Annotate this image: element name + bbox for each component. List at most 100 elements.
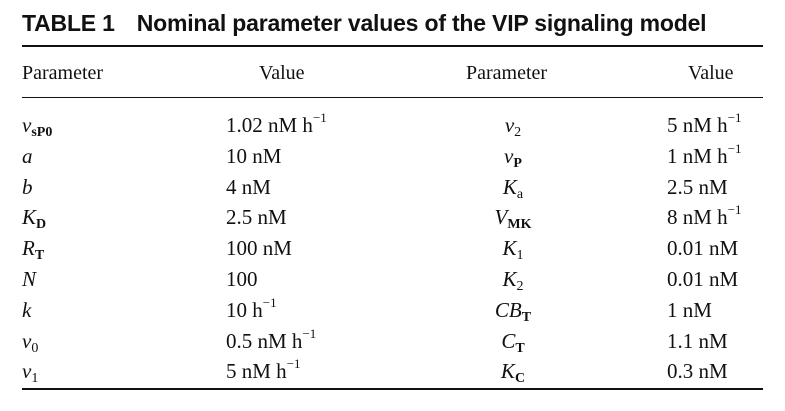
table-cell-value-a: 1.02 nM h−1: [226, 110, 327, 137]
parameter-symbol: CT: [501, 328, 525, 356]
table-cell-value-a: 0.5 nM h−1: [226, 325, 317, 353]
table-cell-value-b: 1 nM h−1: [667, 140, 742, 168]
parameter-subscript: 0: [31, 340, 39, 356]
table-cell-param-b: vP: [504, 143, 522, 171]
parameter-value: 10 nM: [226, 143, 282, 168]
parameter-value: 2.5 nM: [226, 205, 287, 230]
parameter-symbol: a: [22, 143, 33, 168]
unit-exponent: −1: [302, 325, 317, 341]
table-cell-value-b: 1.1 nM: [667, 329, 728, 353]
parameter-symbol: Ka: [502, 174, 524, 202]
column-header-value-1: Value: [259, 62, 305, 84]
table-cell-param-a: k: [22, 298, 31, 322]
table-cell-param-a: RT: [22, 236, 45, 264]
unit-exponent: −1: [286, 356, 301, 372]
parameter-symbol: v2: [504, 113, 522, 140]
table-cell-value-a: 10 nM: [226, 144, 281, 168]
column-header-parameter-1: Parameter: [22, 62, 104, 84]
parameter-value: 5 nM h−1: [667, 110, 742, 137]
parameter-symbol: N: [22, 267, 37, 291]
table-cell-param-a: v1: [22, 359, 39, 387]
unit-exponent: −1: [727, 140, 742, 156]
parameter-value: 8 nM h−1: [667, 202, 742, 230]
table-cell-param-b: KC: [500, 359, 526, 387]
parameter-subscript: sP0: [31, 125, 53, 140]
parameter-value: 5 nM h−1: [226, 356, 301, 384]
table-cell-param-b: K1: [502, 236, 524, 264]
bottom-rule: [22, 388, 763, 390]
table-caption: TABLE 1 Nominal parameter values of the V…: [22, 10, 707, 37]
table-cell-value-a: 10 h−1: [226, 294, 277, 322]
parameter-value: 0.3 nM: [667, 359, 728, 384]
parameter-symbol: KD: [22, 205, 47, 233]
parameter-value: 4 nM: [226, 174, 271, 199]
parameter-symbol: VMK: [494, 205, 532, 233]
unit-exponent: −1: [312, 110, 327, 125]
top-rule: [22, 45, 763, 47]
parameter-symbol: K1: [502, 236, 524, 264]
table-cell-value-b: 5 nM h−1: [667, 110, 742, 137]
table-cell-value-a: 100: [226, 267, 258, 291]
table-cell-value-a: 2.5 nM: [226, 205, 287, 229]
parameter-subscript: 1: [31, 371, 39, 387]
table-title: Nominal parameter values of the VIP sign…: [136, 10, 707, 36]
table-cell-param-b: CBT: [494, 297, 532, 325]
parameter-subscript: 2: [514, 125, 522, 140]
parameter-symbol: v1: [22, 359, 39, 387]
parameter-subscript: T: [34, 248, 45, 264]
table-cell-value-b: 8 nM h−1: [667, 202, 742, 230]
column-header-value-2: Value: [688, 62, 734, 84]
unit-exponent: −1: [727, 110, 742, 125]
table-cell-param-b: CT: [501, 328, 525, 356]
parameter-value: 1 nM: [667, 297, 712, 322]
table-cell-param-b: v2: [504, 113, 522, 140]
parameter-value: 2.5 nM: [667, 174, 728, 199]
table-cell-param-a: a: [22, 144, 33, 168]
table-cell-param-a: b: [22, 175, 33, 199]
table-cell-param-a: N: [22, 267, 36, 291]
parameter-subscript: MK: [507, 217, 532, 233]
parameter-subscript: T: [521, 309, 532, 325]
parameter-subscript: P: [513, 155, 522, 171]
parameter-subscript: 2: [516, 279, 524, 294]
unit-exponent: −1: [727, 202, 742, 218]
table-cell-param-b: Ka: [502, 174, 524, 202]
parameter-subscript: C: [514, 371, 526, 387]
table-cell-param-a: KD: [22, 205, 47, 233]
table-cell-value-b: 1 nM: [667, 298, 712, 322]
parameter-symbol: vP: [504, 143, 522, 171]
parameter-symbol: b: [22, 174, 33, 199]
table-cell-param-a: v0: [22, 328, 39, 356]
parameter-value: 1.1 nM: [667, 328, 728, 353]
table-label: TABLE 1: [22, 10, 115, 36]
table-cell-value-a: 4 nM: [226, 175, 271, 199]
table-cell-value-a: 5 nM h−1: [226, 356, 301, 384]
table-cell-value-b: 2.5 nM: [667, 175, 728, 199]
parameter-symbol: K2: [502, 267, 524, 294]
column-header-parameter-2: Parameter: [466, 62, 548, 84]
parameter-value: 100 nM: [226, 236, 292, 261]
parameter-symbol: CBT: [494, 297, 532, 325]
parameter-value: 100: [226, 267, 258, 291]
table-cell-value-b: 0.01 nM: [667, 267, 738, 291]
parameter-subscript: a: [516, 186, 524, 202]
parameter-value: 0.01 nM: [667, 267, 739, 291]
parameter-symbol: KC: [500, 359, 526, 387]
parameter-subscript: 1: [516, 248, 524, 264]
table-cell-param-a: vsP0: [22, 113, 53, 140]
table-cell-param-b: K2: [502, 267, 524, 294]
parameter-value: 0.01 nM: [667, 236, 739, 261]
parameter-symbol: vsP0: [22, 113, 53, 140]
parameter-value: 1 nM h−1: [667, 140, 742, 168]
parameter-value: 1.02 nM h−1: [226, 110, 327, 137]
table-cell-param-b: VMK: [494, 205, 532, 233]
parameter-symbol: k: [22, 297, 32, 322]
parameter-symbol: RT: [22, 236, 45, 264]
table-cell-value-a: 100 nM: [226, 236, 292, 260]
parameter-symbol: v0: [22, 328, 39, 356]
unit-exponent: −1: [262, 294, 277, 310]
table-cell-value-b: 0.01 nM: [667, 236, 738, 260]
parameter-subscript: D: [36, 217, 47, 233]
parameter-subscript: T: [515, 340, 525, 356]
parameter-value: 0.5 nM h−1: [226, 325, 317, 353]
